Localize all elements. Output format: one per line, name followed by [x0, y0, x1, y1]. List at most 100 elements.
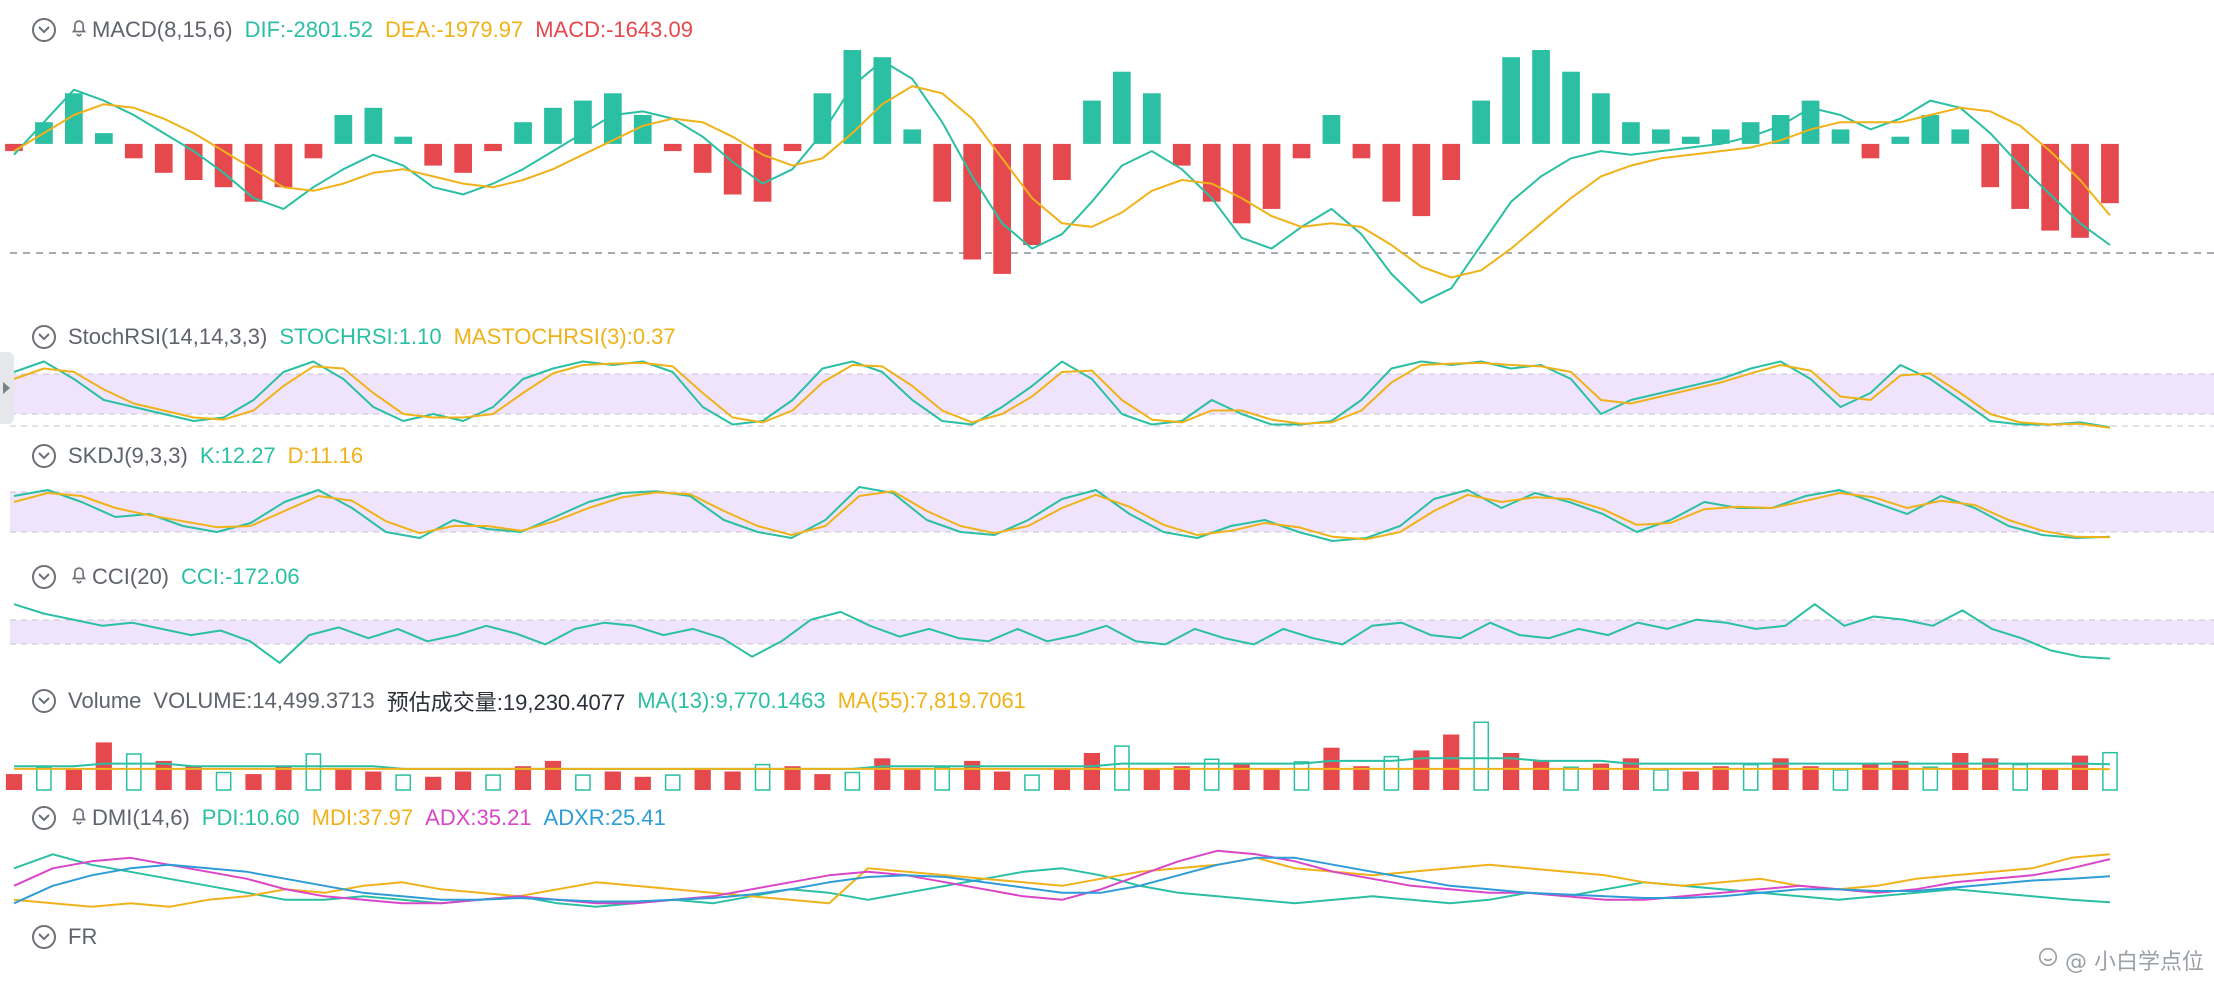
macd-histogram-bar	[1861, 143, 1880, 159]
skdj-d-line	[13, 490, 2111, 541]
stochrsi-line	[13, 360, 2111, 429]
collapse-fr-button[interactable]	[32, 925, 56, 949]
volume-bar	[1173, 766, 1190, 790]
mastochrsi-value: MASTOCHRSI(3):0.37	[453, 324, 676, 349]
collapse-macd-button[interactable]	[32, 18, 56, 42]
macd-histogram-bar	[843, 50, 862, 144]
volume-ma55-value: MA(55):7,819.7061	[837, 688, 1026, 713]
volume-bar	[2042, 768, 2059, 790]
watermark-text: @ 小白学点位	[2065, 950, 2204, 975]
volume-bar	[1443, 734, 1460, 790]
macd-dea-value: DEA:-1979.97	[385, 17, 524, 42]
expand-arrow-icon	[3, 382, 10, 394]
cci-line	[13, 603, 2111, 664]
macd-histogram-bar	[184, 143, 203, 180]
macd-name: MACD(8,15,6)	[92, 17, 233, 42]
volume-bar	[245, 774, 262, 790]
cci-header: CCI(20) CCI:-172.06	[32, 563, 312, 591]
volume-bar	[694, 768, 711, 790]
volume-bar	[1263, 768, 1280, 790]
macd-histogram-bar	[1562, 71, 1580, 144]
collapse-skdj-button[interactable]	[32, 444, 56, 468]
macd-histogram-bar	[1412, 143, 1431, 217]
volume-bar	[994, 771, 1011, 790]
skdj-k-value: K:12.27	[199, 443, 276, 468]
macd-histogram-bar	[1622, 122, 1640, 144]
volume-bar	[724, 771, 741, 790]
volume-bar	[185, 766, 202, 790]
volume-bar	[904, 768, 921, 790]
macd-histogram-bar	[2101, 143, 2119, 204]
macd-histogram-bar	[993, 143, 1011, 274]
volume-bar	[1712, 766, 1729, 790]
volume-bar	[1083, 753, 1100, 790]
volume-ma13-value: MA(13):9,770.1463	[637, 688, 826, 713]
macd-dif-value: DIF:-2801.52	[244, 17, 373, 42]
dmi-pdi-value: PDI:10.60	[201, 805, 300, 830]
volume-bar	[1922, 766, 1939, 791]
volume-bar	[455, 771, 472, 790]
fr-header: FR	[32, 924, 109, 950]
volume-bar	[125, 753, 142, 791]
macd-histogram-bar	[364, 107, 383, 144]
macd-histogram-bar	[484, 143, 502, 152]
volume-bar	[1952, 753, 1969, 790]
volume-bar	[1024, 774, 1040, 791]
volume-bar	[814, 774, 831, 790]
volume-bar	[1293, 761, 1310, 791]
macd-histogram-bar	[2041, 143, 2059, 231]
dmi-adxr-value: ADXR:25.41	[543, 805, 666, 830]
bell-icon[interactable]	[68, 804, 90, 832]
side-panel-toggle[interactable]	[0, 352, 14, 424]
macd-histogram-bar	[963, 143, 981, 260]
collapse-stochrsi-button[interactable]	[32, 325, 56, 349]
macd-histogram-bar	[154, 143, 173, 173]
macd-histogram-bar	[95, 133, 113, 144]
cci-name: CCI(20)	[92, 564, 170, 589]
bell-icon[interactable]	[68, 563, 90, 591]
collapse-cci-button[interactable]	[32, 565, 56, 589]
macd-histogram-bar	[1502, 57, 1520, 144]
macd-histogram-bar	[244, 143, 263, 202]
macd-histogram-bar	[1232, 143, 1251, 224]
volume-bar	[1353, 766, 1370, 790]
bell-icon[interactable]	[68, 16, 90, 44]
macd-histogram-bar	[1921, 115, 1940, 144]
macd-histogram-bar	[873, 57, 892, 144]
macd-histogram-bar	[604, 93, 622, 144]
volume-bar	[1053, 768, 1071, 790]
volume-bar	[155, 760, 172, 790]
volume-bar	[1592, 763, 1610, 790]
volume-bar	[754, 763, 771, 791]
volume-bar	[2071, 755, 2089, 790]
volume-header: Volume VOLUME:14,499.3713 预估成交量:19,230.4…	[32, 685, 1038, 717]
macd-histogram-bar	[5, 143, 23, 152]
cci-value: CCI:-172.06	[181, 564, 300, 589]
volume-bar	[1622, 758, 1639, 790]
macd-histogram-bar	[1681, 136, 1700, 144]
volume-bar	[1413, 750, 1430, 790]
macd-macd-value: MACD:-1643.09	[535, 17, 693, 42]
macd-histogram-bar	[544, 107, 562, 144]
volume-bar	[395, 774, 412, 791]
collapse-volume-button[interactable]	[32, 689, 56, 713]
volume-bar	[604, 771, 621, 790]
macd-histogram-bar	[1592, 93, 1610, 144]
macd-histogram-bar	[693, 143, 712, 173]
fr-name: FR	[68, 924, 98, 949]
volume-bar	[514, 766, 532, 790]
stochrsi-header: StochRSI(14,14,3,3) STOCHRSI:1.10 MASTOC…	[32, 324, 688, 350]
macd-histogram-bar	[1292, 143, 1311, 159]
volume-bar	[1563, 766, 1579, 791]
macd-histogram-bar	[1652, 129, 1670, 144]
collapse-dmi-button[interactable]	[32, 806, 56, 830]
dmi-mdi-line	[13, 853, 2111, 908]
macd-histogram-bar	[1023, 143, 1041, 245]
dmi-header: DMI(14,6) PDI:10.60 MDI:37.97 ADX:35.21 …	[32, 804, 678, 832]
volume-bar	[425, 776, 442, 790]
macd-dif-line	[13, 59, 2111, 304]
skdj-name: SKDJ(9,3,3)	[68, 443, 188, 468]
macd-histogram-bar	[574, 100, 592, 144]
volume-bar	[1473, 721, 1490, 791]
